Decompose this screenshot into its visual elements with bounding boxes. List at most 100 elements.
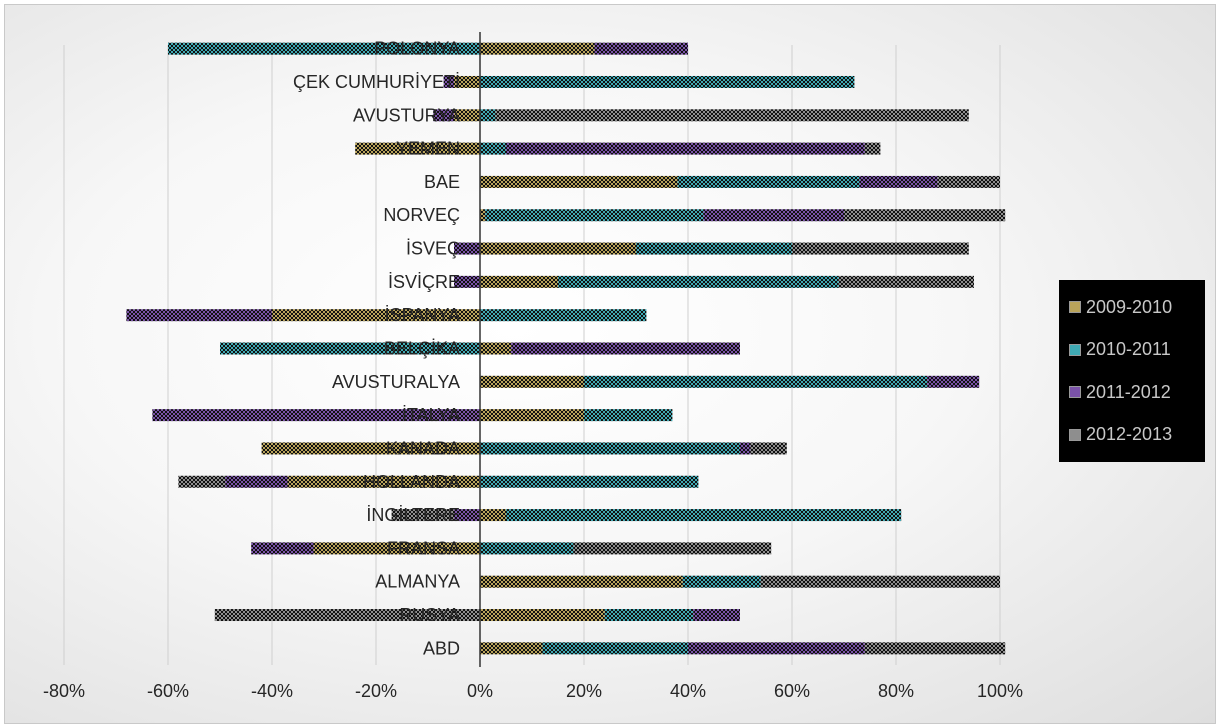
bar-segment	[506, 509, 902, 522]
bar-segment	[480, 275, 558, 288]
bar-segment	[838, 275, 974, 288]
bar-segment	[511, 342, 740, 355]
bar-segment	[844, 209, 1006, 222]
bar-segment	[480, 575, 683, 588]
bar-segment	[355, 142, 480, 155]
category-label: İNGİLTERE	[366, 505, 460, 525]
bar-segment	[760, 575, 1000, 588]
legend-item: 2012-2013	[1059, 424, 1205, 445]
category-label: İTALYA	[402, 405, 460, 425]
category-label: ÇEK CUMHURİYETİ	[293, 72, 460, 92]
x-tick-label: 100%	[977, 681, 1023, 701]
bar-segment	[313, 542, 480, 555]
category-label: NORVEÇ	[383, 205, 460, 225]
bar-segment	[594, 42, 688, 55]
bar-segment	[168, 42, 480, 55]
bar-segment	[864, 142, 881, 155]
bar-segment	[480, 509, 506, 522]
bar-segment	[480, 409, 584, 422]
x-tick-label: 20%	[566, 681, 602, 701]
bar-segment	[391, 509, 454, 522]
bar-segment	[225, 475, 288, 488]
bar-segment	[443, 75, 454, 88]
bar-segment	[703, 209, 844, 222]
bar-segment	[480, 375, 584, 388]
x-tick-label: 80%	[878, 681, 914, 701]
bar-segment	[480, 209, 486, 222]
category-label: HOLLANDA	[363, 472, 460, 492]
legend-item: 2011-2012	[1059, 382, 1205, 403]
category-label: RUSYA	[399, 605, 460, 625]
bar-segment	[480, 542, 574, 555]
category-label: İSPANYA	[385, 305, 460, 325]
bar-segment	[480, 309, 647, 322]
bar-segment	[454, 509, 480, 522]
bar-segment	[480, 42, 595, 55]
x-tick-label: -20%	[355, 681, 397, 701]
legend-swatch	[1069, 343, 1081, 356]
category-label: YEMEN	[396, 139, 460, 159]
bar-segment	[636, 242, 792, 255]
legend-swatch	[1069, 428, 1081, 441]
x-tick-label: -80%	[43, 681, 85, 701]
legend-item: 2009-2010	[1059, 297, 1205, 318]
bar-segment	[480, 142, 506, 155]
bar-segment	[251, 542, 314, 555]
bar-segment	[178, 475, 226, 488]
bar-segment	[454, 109, 480, 122]
category-label: BAE	[424, 172, 460, 192]
x-tick-label: 0%	[467, 681, 493, 701]
category-label: ABD	[423, 638, 460, 658]
bar-segment	[604, 609, 694, 622]
bar-segment	[126, 309, 273, 322]
bar-segment	[480, 442, 740, 455]
category-label: ALMANYA	[375, 572, 460, 592]
bar-segment	[287, 475, 480, 488]
legend-item: 2010-2011	[1059, 339, 1205, 360]
bar-segment	[573, 542, 772, 555]
bar-segment	[688, 642, 865, 655]
bar-segment	[693, 609, 740, 622]
x-tick-label: 60%	[774, 681, 810, 701]
bar-segment	[682, 575, 761, 588]
bar-chart: -80% -60% -40% -20% 0% 20% 40% 60% 80% 100% ABD RUS…	[43, 32, 1023, 701]
bar-segment	[272, 309, 480, 322]
category-label: AVUSTURALYA	[332, 372, 460, 392]
x-tick-label: -60%	[147, 681, 189, 701]
bar-segment	[506, 142, 865, 155]
bar-segment	[495, 109, 969, 122]
bar-segment	[152, 409, 480, 422]
bar-segment	[750, 442, 787, 455]
bar-segment	[864, 642, 1006, 655]
legend-swatch	[1069, 301, 1081, 314]
category-label: KANADA	[386, 438, 460, 458]
bar-segment	[480, 342, 512, 355]
bar-segment	[937, 175, 1000, 188]
legend: 2009-2010 2010-2011 2011-2012 2012-2013	[1059, 280, 1205, 462]
category-label: İSVİÇRE	[388, 272, 460, 292]
legend-swatch	[1069, 386, 1081, 399]
bar-segment	[740, 442, 751, 455]
bar-segment	[214, 609, 481, 622]
bar-segment	[542, 642, 688, 655]
bar-segment	[261, 442, 480, 455]
bar-segment	[480, 475, 699, 488]
bar-segment	[859, 175, 938, 188]
category-label: FRANSA	[387, 538, 460, 558]
bar-segment	[792, 242, 969, 255]
x-tick-label: 40%	[670, 681, 706, 701]
legend-label: 2011-2012	[1086, 381, 1171, 402]
bar-segment	[480, 242, 636, 255]
bar-segment	[584, 375, 928, 388]
legend-label: 2010-2011	[1086, 339, 1171, 360]
bar-segment	[480, 642, 543, 655]
bar-segment	[677, 175, 860, 188]
category-label: İSVEÇ	[406, 239, 460, 259]
legend-label: 2012-2013	[1086, 424, 1173, 445]
bar-segment	[454, 242, 480, 255]
bar-segment	[558, 275, 839, 288]
bar-segment	[454, 75, 480, 88]
chart-area: -80% -60% -40% -20% 0% 20% 40% 60% 80% 100% ABD RUS…	[4, 4, 1216, 724]
category-label: AVUSTURYA	[353, 105, 460, 125]
bar-segment	[480, 609, 605, 622]
